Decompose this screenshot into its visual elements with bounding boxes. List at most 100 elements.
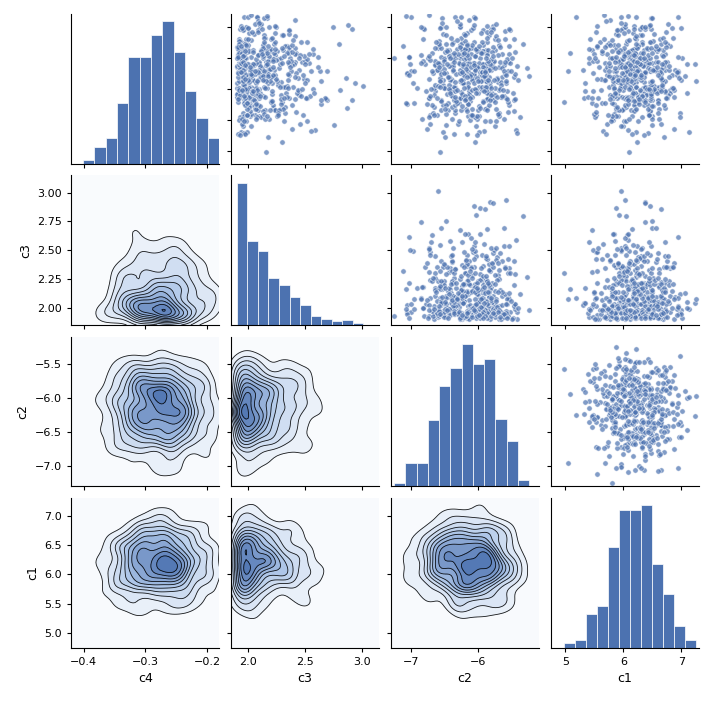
Point <box>647 95 658 106</box>
Point <box>600 292 612 303</box>
Point <box>675 75 687 86</box>
Point <box>473 291 485 302</box>
Bar <box>575 640 586 648</box>
Point <box>262 110 273 121</box>
Point <box>232 88 243 99</box>
Point <box>482 277 493 289</box>
Point <box>416 281 428 292</box>
Point <box>494 84 506 95</box>
Point <box>441 302 453 313</box>
Point <box>655 203 667 214</box>
Point <box>455 58 466 70</box>
Point <box>647 392 658 403</box>
Point <box>499 56 511 68</box>
Point <box>599 305 610 316</box>
Point <box>622 401 633 412</box>
Point <box>622 58 634 69</box>
Point <box>632 57 643 68</box>
Point <box>485 89 496 101</box>
Point <box>451 294 463 306</box>
Point <box>615 186 627 197</box>
Point <box>650 310 662 321</box>
Point <box>242 85 253 96</box>
Point <box>434 300 445 311</box>
Point <box>260 59 272 70</box>
Point <box>455 298 466 309</box>
Point <box>635 86 647 97</box>
Point <box>630 432 642 443</box>
Point <box>452 49 463 60</box>
Point <box>640 55 651 66</box>
Point <box>518 39 529 50</box>
Point <box>648 65 660 76</box>
Point <box>647 436 658 447</box>
Point <box>488 244 500 256</box>
Point <box>233 35 245 46</box>
Point <box>322 65 333 77</box>
Point <box>247 58 259 70</box>
Point <box>254 20 265 32</box>
Point <box>436 105 447 116</box>
Point <box>619 404 630 415</box>
Point <box>645 310 657 321</box>
Point <box>589 288 600 299</box>
Point <box>619 115 630 127</box>
Point <box>232 48 244 59</box>
Point <box>481 270 492 281</box>
Point <box>480 306 491 318</box>
Point <box>627 44 638 55</box>
Point <box>643 434 655 445</box>
Point <box>461 275 473 287</box>
Point <box>434 306 445 317</box>
Point <box>657 82 668 93</box>
Point <box>451 292 463 303</box>
Point <box>466 286 478 297</box>
Point <box>461 310 472 322</box>
Point <box>591 277 602 289</box>
Point <box>494 273 506 284</box>
Point <box>630 96 642 107</box>
Point <box>638 291 650 302</box>
Point <box>301 92 312 103</box>
Point <box>482 306 493 318</box>
Point <box>601 39 612 50</box>
Point <box>252 27 264 38</box>
Point <box>463 313 475 324</box>
Point <box>640 270 651 281</box>
Point <box>463 15 475 26</box>
Point <box>656 306 667 318</box>
Point <box>434 22 446 33</box>
Point <box>613 428 625 439</box>
Point <box>638 99 650 111</box>
Point <box>487 248 498 259</box>
Point <box>430 287 441 298</box>
Point <box>429 56 441 67</box>
Point <box>453 306 465 318</box>
Point <box>640 23 651 34</box>
Point <box>647 430 658 441</box>
Point <box>616 242 627 253</box>
Point <box>461 106 473 117</box>
Point <box>483 99 494 111</box>
Point <box>505 307 516 318</box>
Point <box>618 390 630 401</box>
Point <box>494 56 506 68</box>
Point <box>613 360 625 372</box>
Point <box>437 298 448 309</box>
Point <box>597 300 609 311</box>
Point <box>607 279 619 290</box>
Point <box>312 51 324 63</box>
Point <box>640 82 651 93</box>
Point <box>454 21 466 32</box>
Point <box>634 84 645 96</box>
Point <box>590 293 601 304</box>
Point <box>481 298 492 310</box>
Point <box>484 266 496 277</box>
Point <box>652 94 664 106</box>
Point <box>456 307 467 318</box>
Point <box>605 61 616 72</box>
Point <box>468 282 480 294</box>
Point <box>650 57 662 68</box>
Point <box>619 420 630 432</box>
Point <box>610 103 621 114</box>
